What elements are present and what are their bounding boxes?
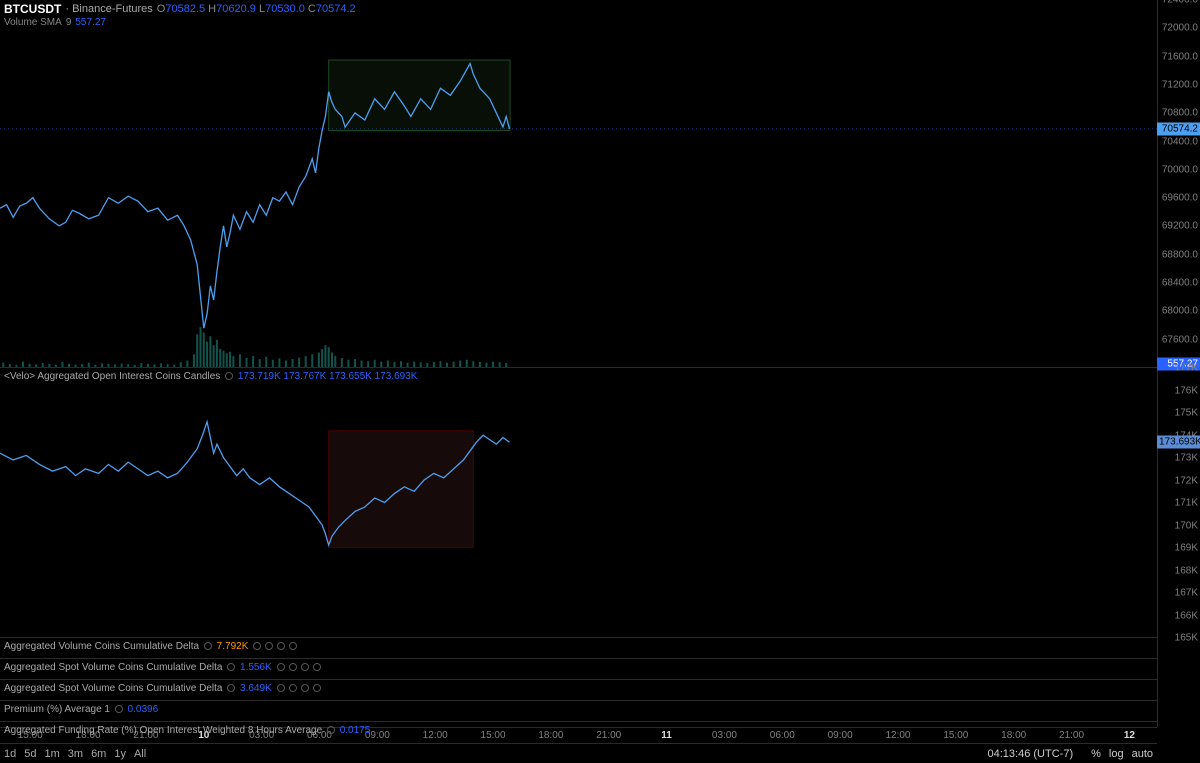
current-price-label: 70574.2 — [1157, 123, 1200, 136]
mini-panel-0[interactable]: Aggregated Volume Coins Cumulative Delta… — [0, 638, 1157, 659]
price-axis[interactable]: 67200.067600.068000.068400.068800.069200… — [1157, 0, 1200, 727]
range-All[interactable]: All — [134, 748, 146, 760]
axis-btn-%[interactable]: % — [1091, 748, 1101, 760]
mini-panel-1[interactable]: Aggregated Spot Volume Coins Cumulative … — [0, 659, 1157, 680]
axis-btn-auto[interactable]: auto — [1132, 748, 1153, 760]
oi-legend: <Velo> Aggregated Open Interest Coins Ca… — [4, 371, 417, 382]
oi-panel[interactable]: <Velo> Aggregated Open Interest Coins Ca… — [0, 368, 1157, 638]
range-1d[interactable]: 1d — [4, 748, 16, 760]
chart-area: BTCUSDT · Binance-Futures O70582.5 H7062… — [0, 0, 1157, 727]
range-buttons: 1d 5d 1m 3m 6m 1y All — [4, 748, 146, 760]
mini-panel-3[interactable]: Premium (%) Average 1 0.0396 — [0, 701, 1157, 722]
price-chart-svg[interactable] — [0, 0, 1157, 367]
range-6m[interactable]: 6m — [91, 748, 106, 760]
price-panel[interactable]: BTCUSDT · Binance-Futures O70582.5 H7062… — [0, 0, 1157, 368]
range-1y[interactable]: 1y — [114, 748, 126, 760]
range-3m[interactable]: 3m — [68, 748, 83, 760]
ohlc-display: O70582.5 H70620.9 L70530.0 C70574.2 — [157, 2, 356, 16]
clock-area: 04:13:46 (UTC-7) % logauto — [988, 748, 1153, 760]
symbol-label[interactable]: BTCUSDT — [4, 2, 61, 16]
clock-label: 04:13:46 (UTC-7) — [988, 748, 1074, 760]
main-legend: BTCUSDT · Binance-Futures O70582.5 H7062… — [4, 2, 356, 30]
mini-panel-2[interactable]: Aggregated Spot Volume Coins Cumulative … — [0, 680, 1157, 701]
oi-chart-svg[interactable] — [0, 368, 1157, 637]
range-1m[interactable]: 1m — [45, 748, 60, 760]
axis-btn-log[interactable]: log — [1109, 748, 1124, 760]
range-5d[interactable]: 5d — [24, 748, 36, 760]
